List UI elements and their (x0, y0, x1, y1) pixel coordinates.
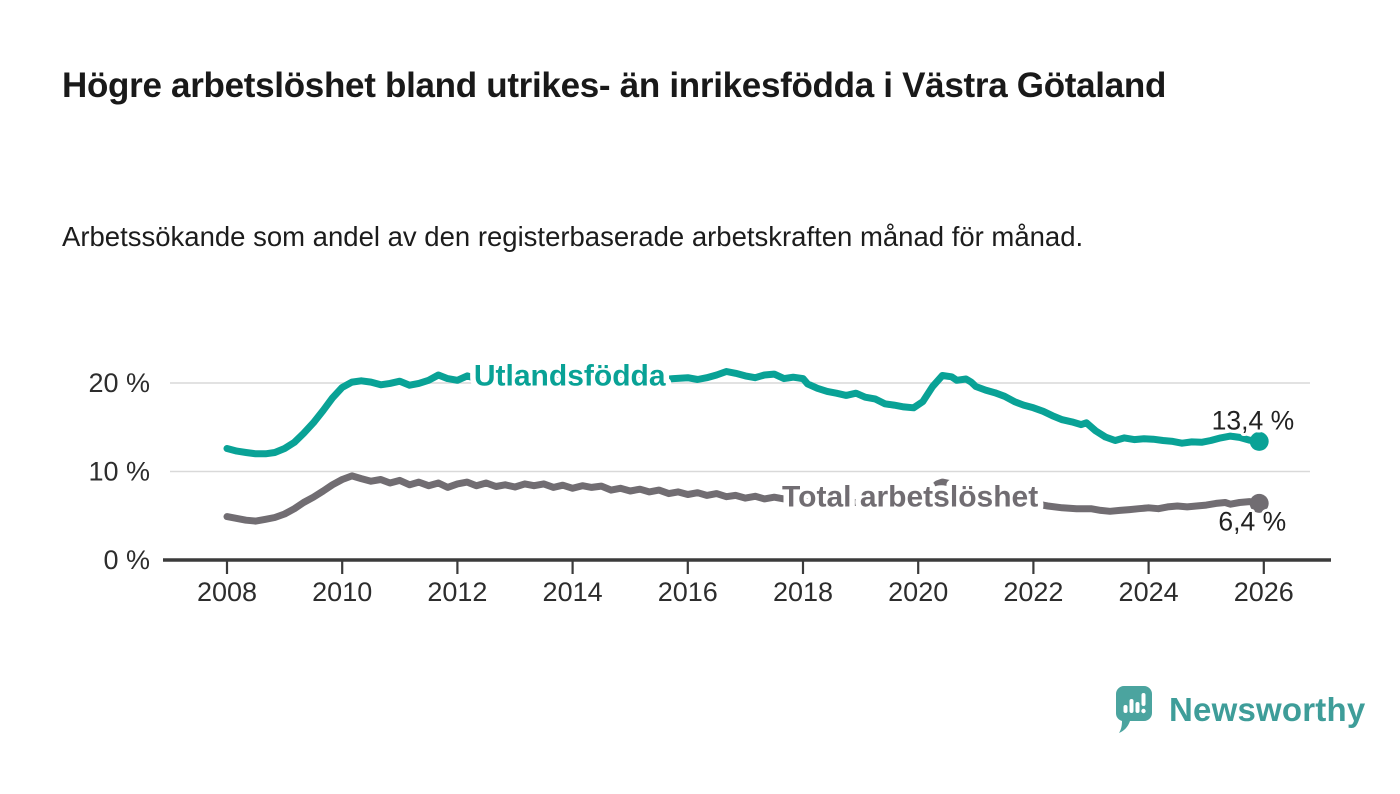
y-axis-tick-label: 20 % (88, 368, 150, 398)
x-axis-tick-label: 2026 (1234, 577, 1294, 607)
logo-bubble-shape (1116, 686, 1152, 733)
newsworthy-logo: Newsworthy (1116, 686, 1365, 736)
newsworthy-brand-name: Newsworthy (1169, 691, 1366, 728)
x-axis-tick-label: 2022 (1003, 577, 1063, 607)
series-label-utlandsfodda: Utlandsfödda (474, 359, 666, 392)
series-line-total (223, 472, 1263, 525)
x-axis-tick-label: 2024 (1119, 577, 1179, 607)
chart-subtitle: Arbetssökande som andel av den registerb… (62, 221, 1084, 252)
x-axis-tick-label: 2010 (312, 577, 372, 607)
x-axis-tick-label: 2012 (427, 577, 487, 607)
x-axis-tick-label: 2008 (197, 577, 257, 607)
x-axis-tick-label: 2016 (658, 577, 718, 607)
y-axis-tick-label: 10 % (88, 457, 150, 487)
series-end-dot-total (1249, 493, 1269, 513)
x-axis-tick-label: 2020 (888, 577, 948, 607)
logo-bar-chart-icon (1123, 693, 1146, 714)
end-value-label-utlandsfodda: 13,4 % (1212, 405, 1295, 435)
x-axis-tick-label: 2014 (543, 577, 603, 607)
logo-exclamation-bar (1141, 693, 1146, 706)
end-value-label-total: 6,4 % (1218, 506, 1286, 536)
unemployment-line-chart: 0 % 10 % 20 % 2008 2010 2012 2014 2016 2018 2020 2… (88, 359, 1331, 608)
page-title: Högre arbetslöshet bland utrikes- än inr… (62, 66, 1167, 105)
newsworthy-logo-icon (1116, 686, 1152, 733)
series-label-total: Total arbetslöshet (782, 481, 1038, 514)
x-axis-tick-label: 2018 (773, 577, 833, 607)
y-axis-tick-label: 0 % (103, 545, 150, 575)
series-line-utlandsfodda (223, 368, 1263, 458)
series-end-dot-utlandsfodda (1249, 431, 1269, 451)
logo-exclamation-dot (1141, 708, 1146, 714)
